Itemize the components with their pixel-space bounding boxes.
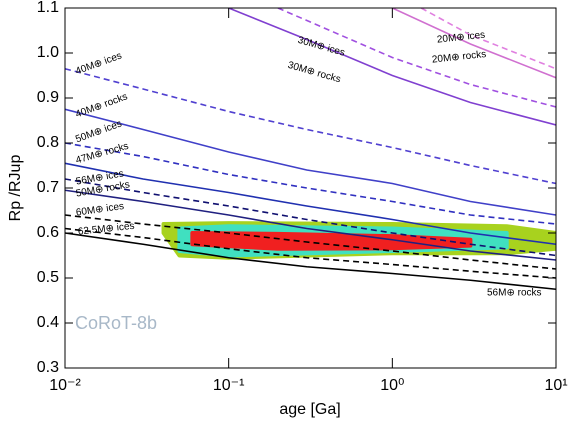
model-line: [277, 8, 556, 108]
y-tick-label: 0.4: [37, 314, 59, 331]
y-tick-label: 0.5: [37, 269, 59, 286]
plot-content: [65, 8, 556, 291]
x-tick-label: 10⁰: [380, 377, 404, 394]
model-line: [65, 189, 556, 261]
model-line: [391, 8, 556, 79]
model-line: [65, 232, 556, 291]
y-tick-label: 1.0: [37, 44, 59, 61]
model-line: [65, 142, 556, 225]
y-tick-label: 0.3: [37, 359, 59, 376]
line-label: 20M⊕ ices: [436, 30, 485, 46]
x-tick-label: 10¹: [544, 377, 567, 394]
y-tick-label: 0.9: [37, 89, 59, 106]
x-axis-label: age [Ga]: [279, 401, 340, 418]
model-line: [228, 8, 556, 126]
plot-area: [65, 8, 556, 368]
y-tick-label: 1.1: [37, 0, 59, 16]
annotation: CoRoT-8b: [75, 313, 157, 333]
model-line: [65, 108, 556, 216]
y-axis-label: Rp /RJup: [7, 155, 24, 222]
model-line: [65, 162, 556, 246]
confidence-region: [190, 231, 473, 251]
model-line: [65, 214, 556, 270]
x-tick-label: 10⁻¹: [213, 377, 245, 394]
y-tick-label: 0.6: [37, 224, 59, 241]
y-tick-label: 0.8: [37, 134, 59, 151]
x-tick-label: 10⁻²: [49, 377, 81, 394]
model-line: [65, 227, 556, 279]
model-line: [65, 67, 556, 185]
line-label: 56M⊕ rocks: [487, 288, 542, 299]
y-tick-label: 0.7: [37, 179, 59, 196]
model-line: [65, 178, 556, 257]
